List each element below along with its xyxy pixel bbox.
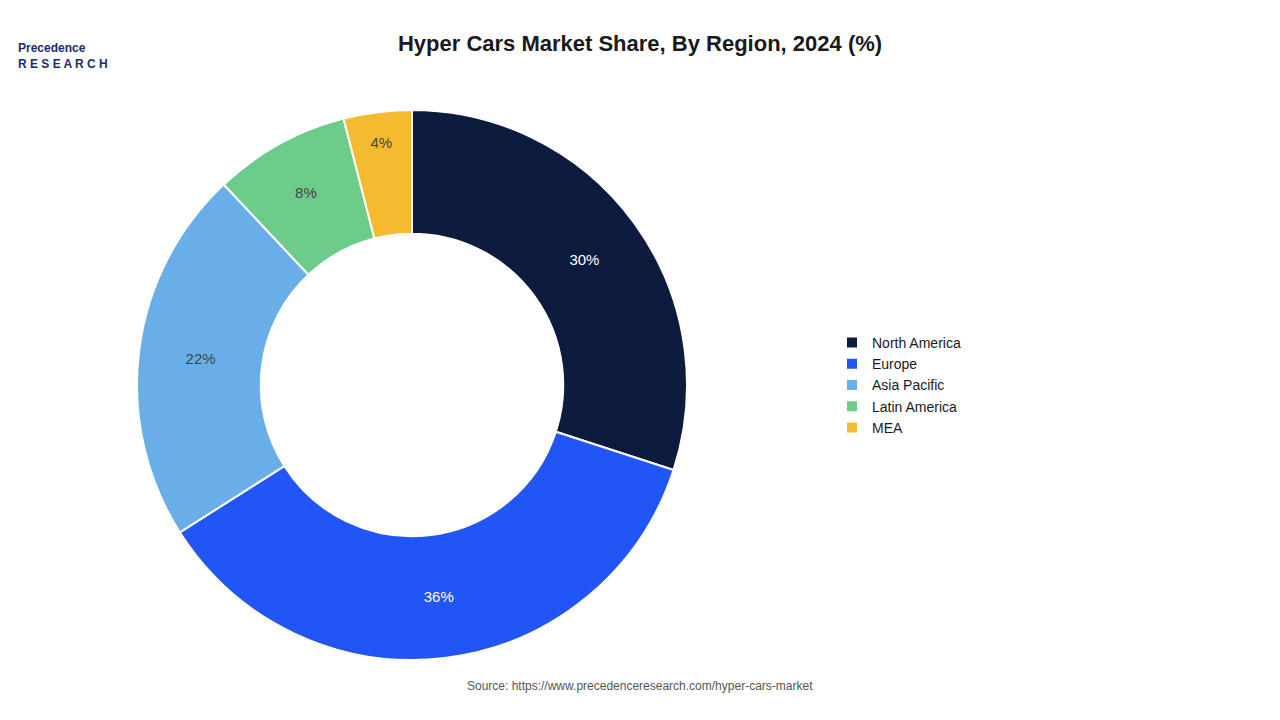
- svg-text:Latin America: Latin America: [872, 399, 957, 415]
- svg-text:North America: North America: [872, 335, 961, 351]
- svg-text:Source: https://www.precedence: Source: https://www.precedenceresearch.c…: [467, 679, 813, 693]
- svg-text:30%: 30%: [569, 251, 599, 268]
- svg-text:22%: 22%: [186, 350, 216, 367]
- svg-text:Europe: Europe: [872, 356, 917, 372]
- svg-text:36%: 36%: [424, 588, 454, 605]
- svg-text:Asia Pacific: Asia Pacific: [872, 377, 944, 393]
- svg-text:4%: 4%: [371, 134, 393, 151]
- svg-text:Hyper Cars Market Share, By Re: Hyper Cars Market Share, By Region, 2024…: [398, 31, 882, 56]
- svg-text:PrecedenceR E S E A R C H: PrecedenceR E S E A R C H: [18, 41, 108, 71]
- svg-text:8%: 8%: [295, 184, 317, 201]
- svg-text:MEA: MEA: [872, 420, 903, 436]
